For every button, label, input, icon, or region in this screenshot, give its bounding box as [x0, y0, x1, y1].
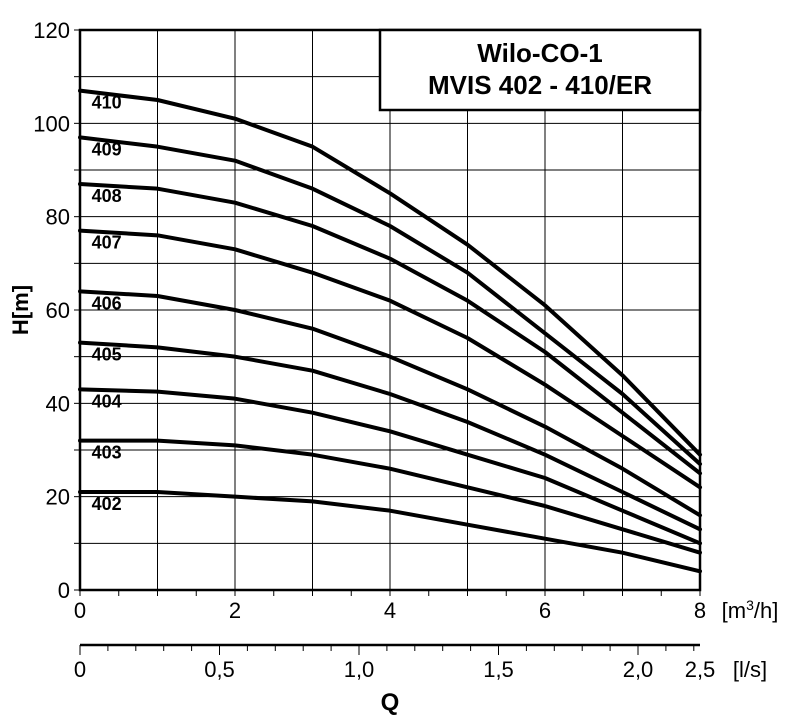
x-tick-label: 8 [694, 598, 706, 623]
x2-tick-label: 0,5 [204, 657, 235, 682]
curve-label-408: 408 [92, 186, 122, 206]
x-axis-label: Q [381, 689, 400, 716]
curve-label-410: 410 [92, 93, 122, 113]
y-tick-label: 100 [33, 111, 70, 136]
y-tick-label: 0 [58, 578, 70, 603]
curve-label-405: 405 [92, 345, 122, 365]
pump-curve-chart: 0 20 40 60 80 100 120 H[m] 0 2 4 6 8 [m3/h] 0 0,5 1,0 1,5… [0, 0, 800, 728]
curve-label-407: 407 [92, 233, 122, 253]
y-axis-label: H[m] [8, 285, 33, 335]
curve-label-404: 404 [92, 391, 122, 411]
y-tick-label: 40 [46, 391, 70, 416]
x-primary-unit: [m3/h] [722, 597, 779, 623]
x-tick-label: 2 [229, 598, 241, 623]
title-line2: MVIS 402 - 410/ER [428, 70, 652, 100]
x-secondary-unit: [l/s] [733, 657, 767, 682]
chart-svg: 0 20 40 60 80 100 120 H[m] 0 2 4 6 8 [m3/h] 0 0,5 1,0 1,5… [0, 0, 800, 728]
curve-label-409: 409 [92, 139, 122, 159]
y-tick-label: 60 [46, 298, 70, 323]
x2-tick-label: 2,0 [623, 657, 654, 682]
y-tick-label: 120 [33, 18, 70, 43]
x2-tick-label: 2,5 [685, 657, 716, 682]
x-tick-label: 4 [384, 598, 396, 623]
y-tick-label: 20 [46, 485, 70, 510]
x-tick-label: 6 [539, 598, 551, 623]
title-line1: Wilo-CO-1 [477, 38, 602, 68]
curve-label-406: 406 [92, 293, 122, 313]
curve-label-402: 402 [92, 494, 122, 514]
x2-tick-label: 0 [74, 657, 86, 682]
x2-tick-label: 1,0 [344, 657, 375, 682]
curve-label-403: 403 [92, 443, 122, 463]
x-tick-label: 0 [74, 598, 86, 623]
y-tick-label: 80 [46, 205, 70, 230]
x2-tick-label: 1,5 [483, 657, 514, 682]
